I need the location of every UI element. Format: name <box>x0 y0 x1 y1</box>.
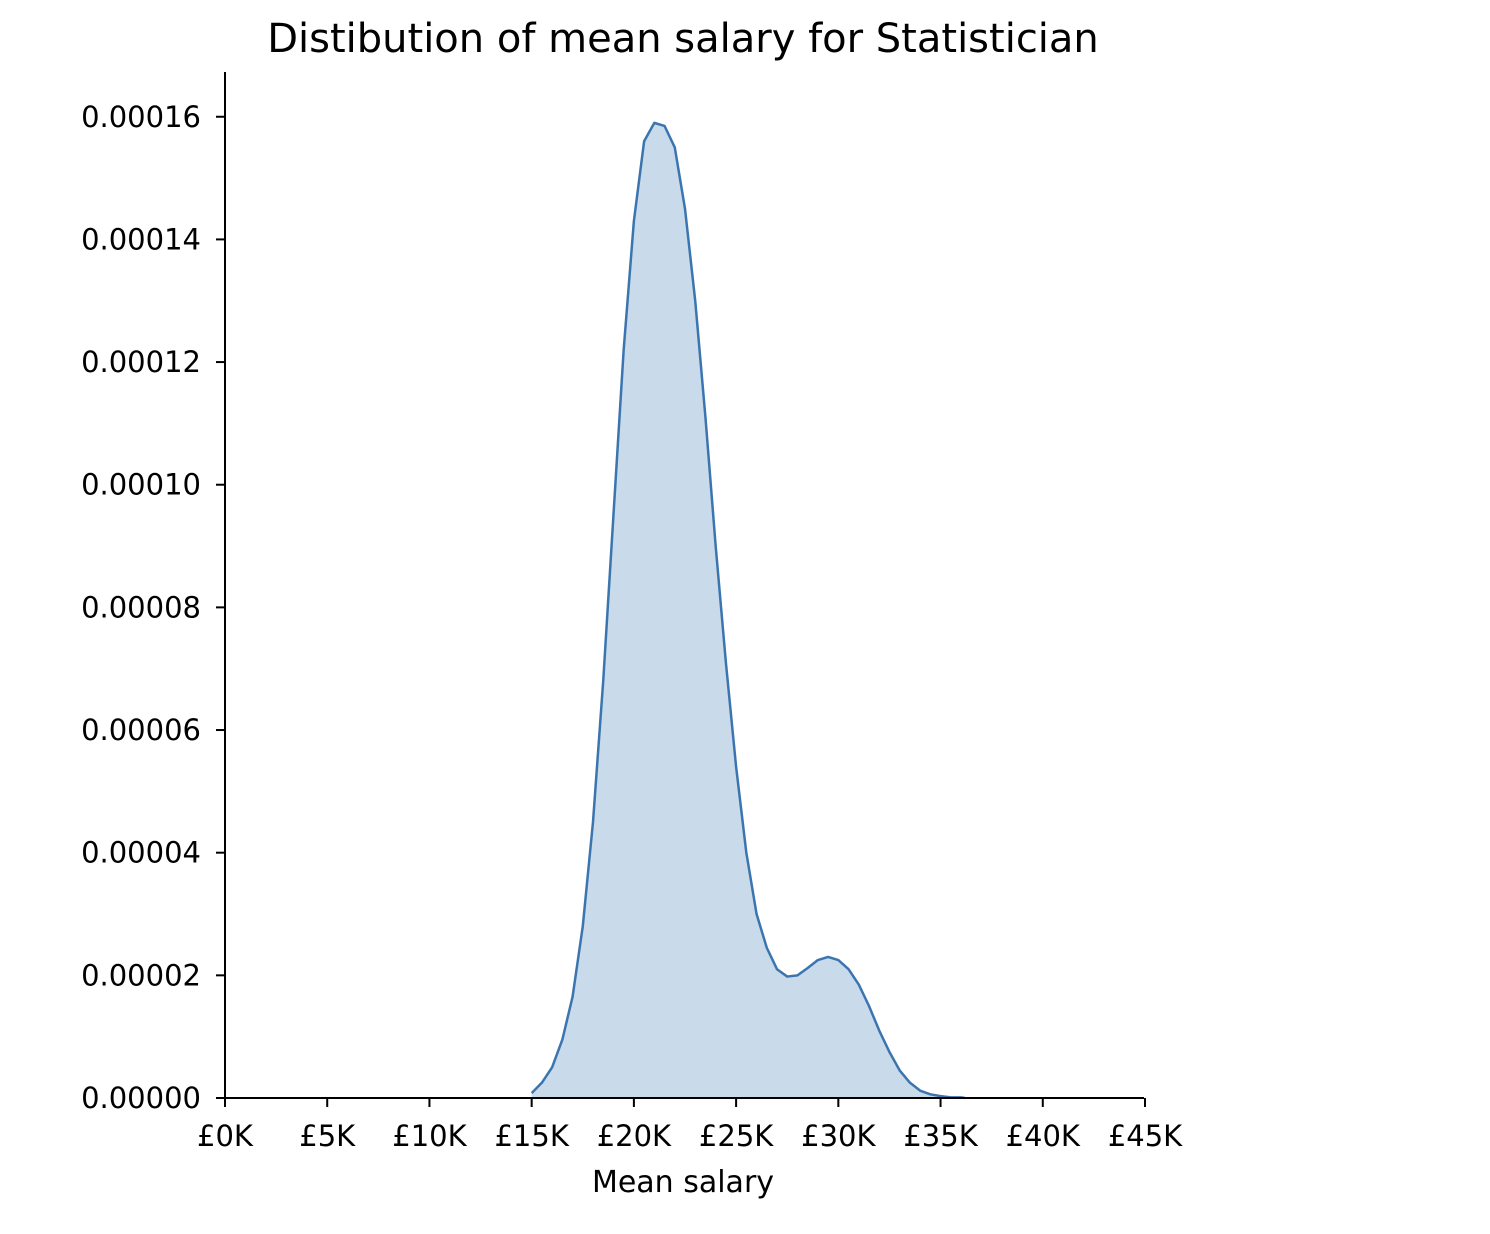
x-tick-label: £5K <box>299 1119 356 1153</box>
x-tick-label: £45K <box>1108 1119 1183 1153</box>
y-tick-label: 0.00008 <box>81 590 201 624</box>
y-tick-label: 0.00010 <box>81 468 201 502</box>
x-tick-label: £30K <box>801 1119 876 1153</box>
y-tick-label: 0.00000 <box>81 1081 201 1115</box>
y-tick-label: 0.00002 <box>81 958 201 992</box>
y-tick-label: 0.00012 <box>81 345 201 379</box>
y-tick-label: 0.00004 <box>81 836 201 870</box>
chart-title: Distibution of mean salary for Statistic… <box>267 16 1099 62</box>
x-axis-label: Mean salary <box>592 1165 774 1200</box>
density-area-0 <box>531 122 966 1098</box>
y-tick-label: 0.00006 <box>81 713 201 747</box>
x-tick-label: £35K <box>903 1119 978 1153</box>
y-tick-label: 0.00016 <box>81 100 201 134</box>
density-curve-0 <box>530 121 966 1100</box>
y-tick-label: 0.00014 <box>81 222 201 256</box>
x-tick-label: £40K <box>1006 1119 1081 1153</box>
x-tick-label: £25K <box>699 1119 774 1153</box>
x-ticks: £0K £5K £10K £15K £20K £25K £30K £35K £40K £45K <box>197 1098 1183 1153</box>
x-tick-label: £0K <box>197 1119 254 1153</box>
x-tick-label: £15K <box>494 1119 569 1153</box>
x-tick-label: £20K <box>597 1119 672 1153</box>
y-ticks: 0.00000 0.00002 0.00004 0.00006 0.00008 0.000… <box>81 100 225 1115</box>
axes <box>224 72 1144 1099</box>
x-tick-label: £10K <box>392 1119 467 1153</box>
plot-area <box>530 121 966 1100</box>
